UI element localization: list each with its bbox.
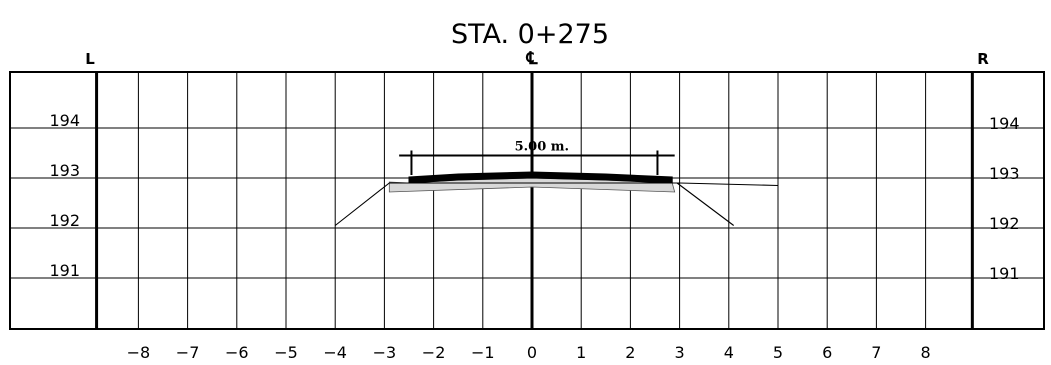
offset-label: 1 (576, 343, 586, 362)
offset-label: −2 (422, 343, 446, 362)
offset-label: −7 (176, 343, 200, 362)
right-side-label: R (977, 50, 989, 68)
left-side-label: L (85, 50, 95, 68)
offset-label: −5 (274, 343, 298, 362)
offset-label: 4 (724, 343, 734, 362)
dimension-label: 5.00 m. (515, 140, 569, 155)
elevation-label-right: 192 (989, 214, 1020, 233)
elevation-label-right: 194 (989, 114, 1020, 133)
offset-label: 8 (921, 343, 931, 362)
plot-frame (9, 71, 1045, 330)
offset-labels: −8 −7 −6 −5 −4 −3 −2 −1 0 1 2 3 4 5 6 7 8 (127, 343, 931, 362)
offset-label: −1 (471, 343, 495, 362)
elevation-label-left: 192 (49, 211, 80, 230)
offset-label: −8 (127, 343, 151, 362)
elevation-label-right: 193 (989, 164, 1020, 183)
elevation-label-right: 191 (989, 264, 1020, 283)
ground-line (334, 182, 779, 226)
vertical-grid (137, 72, 927, 329)
station-title: STA. 0+275 (451, 19, 609, 50)
elevation-labels-left: 194 193 192 191 (49, 111, 80, 280)
offset-label: 3 (675, 343, 685, 362)
offset-label: −6 (225, 343, 249, 362)
elevation-labels-right: 194 193 192 191 (989, 114, 1020, 283)
offset-label: 7 (871, 343, 881, 362)
road-width-dimension: 5.00 m. (399, 140, 675, 175)
centerline-symbol: ℄ (526, 49, 539, 69)
elevation-label-left: 191 (49, 261, 80, 280)
offset-label: 0 (527, 343, 537, 362)
elevation-label-left: 193 (49, 161, 80, 180)
offset-label: 6 (822, 343, 832, 362)
elevation-label-left: 194 (49, 111, 80, 130)
offset-label: 2 (625, 343, 635, 362)
fill-slope-right (676, 182, 735, 226)
offset-label: 5 (773, 343, 783, 362)
offset-label: −3 (373, 343, 397, 362)
offset-label: −4 (323, 343, 347, 362)
